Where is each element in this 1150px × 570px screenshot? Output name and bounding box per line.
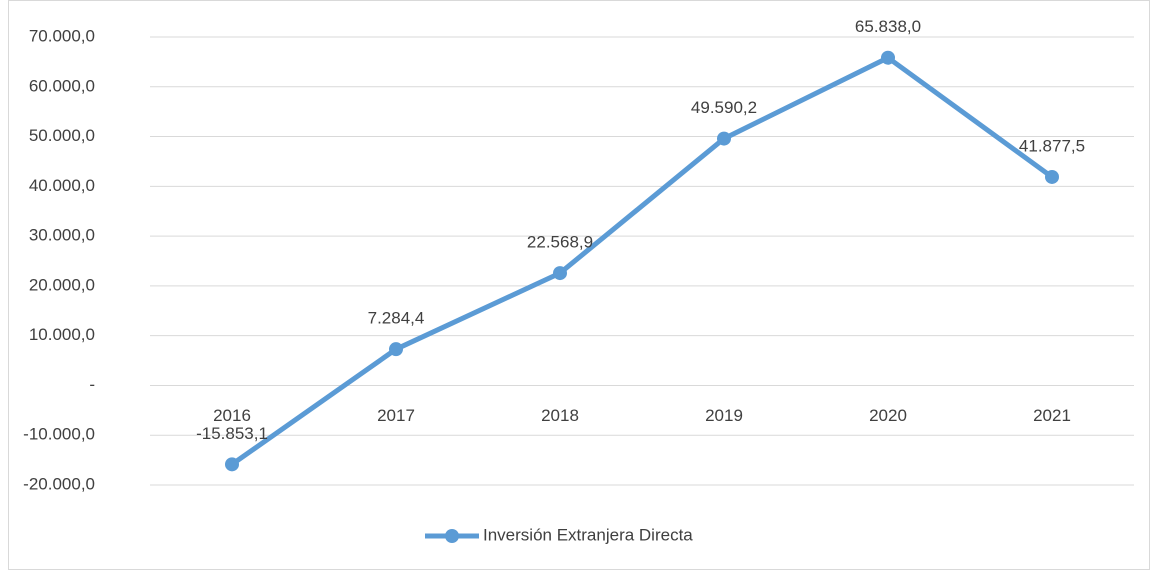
y-tick-label: -20.000,0: [23, 474, 95, 493]
x-tick-label: 2019: [705, 406, 743, 425]
x-tick-label: 2016: [213, 406, 251, 425]
data-point: [1045, 169, 1059, 184]
x-tick-label: 2017: [377, 406, 415, 425]
legend-marker: [445, 529, 459, 543]
chart-border: [8, 0, 1150, 570]
data-point: [553, 266, 567, 281]
data-label: 22.568,9: [527, 233, 593, 252]
y-tick-label: -: [89, 375, 95, 394]
x-tick-label: 2020: [869, 406, 907, 425]
legend-label: Inversión Extranjera Directa: [483, 525, 693, 544]
y-tick-label: 70.000,0: [29, 26, 95, 45]
data-label: 49.590,2: [691, 98, 757, 117]
data-point: [881, 50, 895, 65]
data-label: 65.838,0: [855, 17, 921, 36]
data-label: 41.877,5: [1019, 136, 1085, 155]
data-label: -15.853,1: [196, 424, 268, 443]
y-tick-label: 60.000,0: [29, 76, 95, 95]
y-tick-label: 20.000,0: [29, 275, 95, 294]
series-line: [230, 55, 1054, 467]
y-tick-label: -10.000,0: [23, 425, 95, 444]
data-label: 7.284,4: [368, 309, 425, 328]
data-point: [717, 131, 731, 146]
data-point: [389, 342, 403, 357]
data-point: [225, 457, 239, 472]
x-tick-label: 2018: [541, 406, 579, 425]
x-tick-label: 2021: [1033, 406, 1071, 425]
y-tick-label: 30.000,0: [29, 226, 95, 245]
y-tick-label: 40.000,0: [29, 176, 95, 195]
y-tick-label: 10.000,0: [29, 325, 95, 344]
y-tick-label: 50.000,0: [29, 126, 95, 145]
